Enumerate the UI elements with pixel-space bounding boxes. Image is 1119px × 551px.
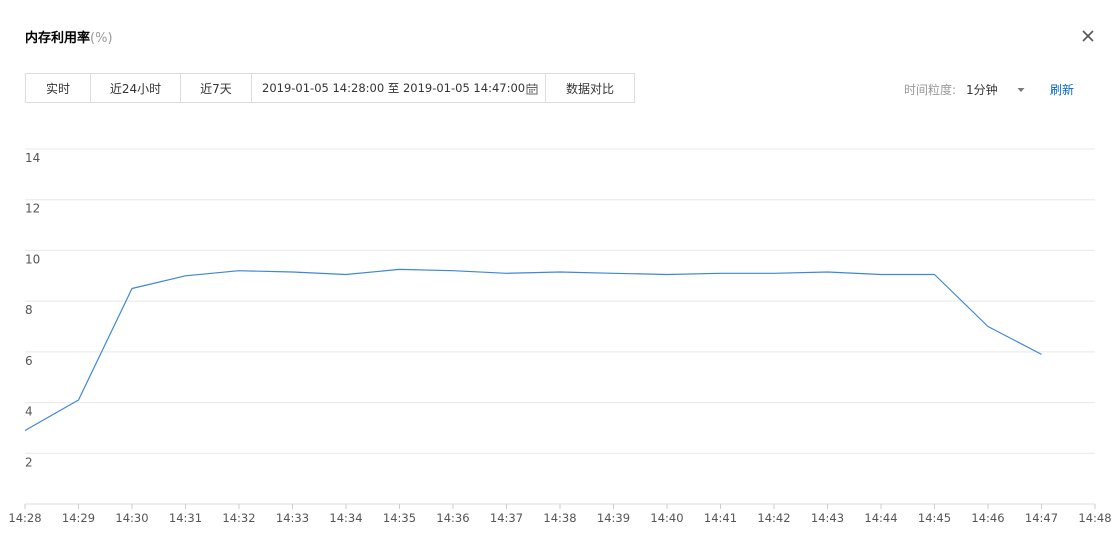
x-tick-label: 14:32 [222, 511, 255, 525]
data-point [131, 288, 133, 290]
granularity-value[interactable]: 1分钟 [966, 82, 998, 97]
x-tick-label: 14:42 [757, 511, 790, 525]
x-tick-label: 14:31 [169, 511, 202, 525]
x-tick-label: 14:33 [276, 511, 309, 525]
data-point [24, 430, 26, 432]
data-point [506, 272, 508, 274]
refresh-link[interactable]: 刷新 [1050, 83, 1075, 97]
y-tick-label: 2 [25, 455, 33, 469]
caret-down-icon[interactable] [1016, 84, 1026, 94]
data-point [452, 270, 454, 272]
data-point [934, 274, 936, 276]
data-point [238, 270, 240, 272]
x-tick-label: 14:28 [8, 511, 41, 525]
data-point [78, 399, 80, 401]
data-point [613, 272, 615, 274]
x-tick-label: 14:37 [490, 511, 523, 525]
segment-realtime[interactable]: 实时 [25, 73, 91, 103]
date-range-text: 2019-01-05 14:28:00 至 2019-01-05 14:47:0… [262, 81, 526, 95]
data-point [987, 326, 989, 328]
x-tick-label: 14:29 [62, 511, 95, 525]
x-tick-label: 14:30 [115, 511, 148, 525]
y-tick-label: 12 [25, 202, 40, 216]
y-tick-label: 8 [25, 303, 33, 317]
y-tick-label: 4 [25, 405, 33, 419]
data-point [827, 271, 829, 273]
y-tick-label: 10 [25, 252, 40, 266]
x-tick-label: 14:45 [918, 511, 951, 525]
calendar-icon[interactable] [526, 83, 538, 95]
x-tick-label: 14:35 [383, 511, 416, 525]
data-point [773, 272, 775, 274]
series-line [24, 268, 1042, 432]
title-text: 内存利用率 [25, 31, 91, 46]
date-range-picker[interactable]: 2019-01-05 14:28:00 至 2019-01-05 14:47:0… [251, 73, 546, 103]
x-tick-label: 14:44 [864, 511, 897, 525]
x-tick-label: 14:47 [1025, 511, 1058, 525]
y-tick-label: 14 [25, 151, 40, 165]
page-title: 内存利用率(%) [25, 27, 113, 46]
x-tick-label: 14:38 [543, 511, 576, 525]
segment-last-24-hours[interactable]: 近24小时 [90, 73, 181, 103]
time-range-toolbar: 实时 近24小时 近7天 2019-01-05 14:28:00 至 2019-… [25, 73, 635, 103]
data-point [720, 272, 722, 274]
data-point [666, 274, 668, 276]
x-tick-label: 14:34 [329, 511, 362, 525]
data-point [1041, 354, 1043, 356]
data-compare-button[interactable]: 数据对比 [545, 73, 635, 103]
x-tick-label: 14:39 [597, 511, 630, 525]
granularity-label: 时间粒度: [904, 82, 957, 97]
close-icon[interactable] [1078, 26, 1098, 46]
granularity-selector[interactable]: 时间粒度: 1分钟 [904, 81, 1026, 97]
data-point [345, 274, 347, 276]
x-tick-label: 14:48 [1078, 511, 1111, 525]
x-tick-label: 14:46 [971, 511, 1004, 525]
data-point [399, 269, 401, 271]
x-tick-label: 14:43 [811, 511, 844, 525]
x-tick-label: 14:40 [650, 511, 683, 525]
data-point [559, 271, 561, 273]
data-point [292, 271, 294, 273]
title-unit: (%) [90, 31, 113, 46]
data-point [880, 274, 882, 276]
x-tick-label: 14:36 [436, 511, 469, 525]
x-tick-label: 14:41 [704, 511, 737, 525]
y-tick-label: 6 [25, 354, 33, 368]
data-point [185, 275, 187, 277]
segment-last-7-days[interactable]: 近7天 [180, 73, 252, 103]
